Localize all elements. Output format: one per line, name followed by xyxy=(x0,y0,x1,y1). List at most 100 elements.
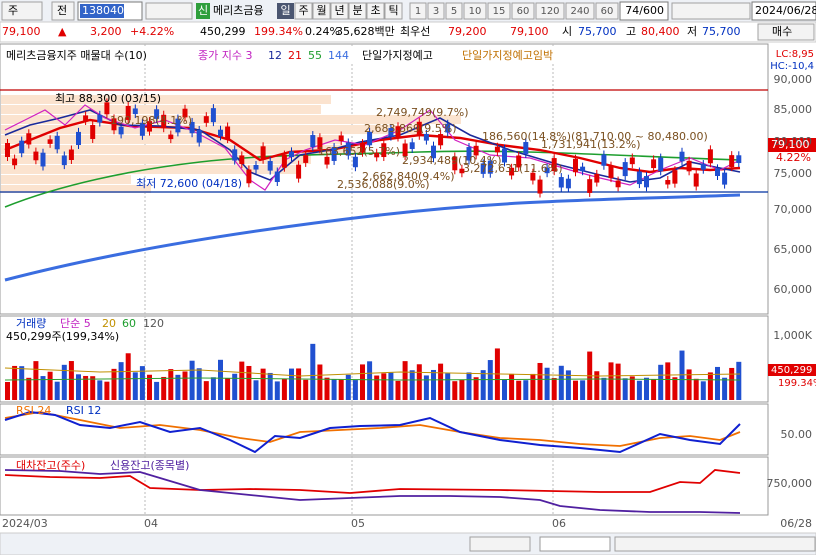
volume-bar xyxy=(700,381,706,400)
interval-label: 60 xyxy=(517,6,530,17)
quote-high: 80,400 xyxy=(641,25,680,38)
quote-amount: 35,628백만 xyxy=(336,25,395,38)
corner-lc: LC:8,95 xyxy=(776,49,814,60)
candle-body xyxy=(693,173,699,187)
interval-button[interactable] xyxy=(535,2,565,20)
candle-body xyxy=(5,143,10,157)
period-button[interactable] xyxy=(384,2,403,20)
vol-ma60 xyxy=(4,377,741,381)
rsi-legend: RSI 24 xyxy=(16,404,51,417)
scroll-icons[interactable] xyxy=(614,536,816,552)
market-label: 주 xyxy=(8,4,18,17)
quote-change: 3,200 xyxy=(90,25,122,38)
candle-body xyxy=(104,102,110,115)
volume-bar xyxy=(551,378,557,400)
period-label: 월 xyxy=(316,4,326,17)
candle-body xyxy=(253,165,259,170)
candle-body xyxy=(686,160,692,172)
price-legend: 단일가지정예고임박 xyxy=(462,48,553,62)
interval-button[interactable] xyxy=(409,2,427,20)
price-legend: 21 xyxy=(288,49,302,62)
loan-legend: 대차잔고(주수) xyxy=(16,459,85,472)
volume-bar xyxy=(438,363,444,400)
price-legend: 144 xyxy=(328,49,349,62)
candle-body xyxy=(672,170,678,184)
period-button[interactable] xyxy=(330,2,349,20)
interval-label: 10 xyxy=(469,6,482,17)
candle-body xyxy=(68,149,74,160)
volume-bar xyxy=(317,364,323,400)
period-label: 초 xyxy=(370,4,380,17)
interval-button[interactable] xyxy=(511,2,535,20)
candle-body xyxy=(409,142,415,149)
candle-body xyxy=(480,163,486,174)
tool-icons[interactable] xyxy=(145,2,193,20)
candle-body xyxy=(168,134,174,140)
volume-note: 450,299주(199,34%) xyxy=(6,330,119,343)
low-note: 최저 72,600 (04/18) xyxy=(136,177,242,190)
period-button[interactable] xyxy=(277,3,294,19)
volume-bar xyxy=(715,366,720,400)
profile-label: 2,934,489(10.4%) xyxy=(402,154,502,167)
period-button[interactable] xyxy=(366,2,385,20)
period-button[interactable] xyxy=(312,2,331,20)
volume-bar xyxy=(253,380,259,400)
volume-bar xyxy=(409,370,415,400)
date-box[interactable] xyxy=(751,1,816,21)
candle-body xyxy=(345,142,351,156)
volume-bar xyxy=(388,372,394,400)
volume-bar xyxy=(139,366,145,400)
quote-rate: +4.22% xyxy=(130,25,174,38)
date-label: 05 xyxy=(351,517,365,530)
volume-bar xyxy=(608,362,614,400)
interval-button[interactable] xyxy=(445,2,463,20)
volume-bar xyxy=(502,379,507,400)
last-volume-rate: 199.34% xyxy=(778,378,816,389)
candle-body xyxy=(601,154,607,166)
scrollbar[interactable] xyxy=(0,532,816,555)
candle-body xyxy=(260,146,266,160)
candle-body xyxy=(83,115,89,122)
last-price-tag xyxy=(768,138,816,152)
candle-body xyxy=(459,168,465,174)
corner-hc: HC:-10,4 xyxy=(770,61,814,72)
interval-button[interactable] xyxy=(463,2,487,20)
prev-button[interactable] xyxy=(51,1,75,21)
volume-bar xyxy=(523,380,529,400)
candle-body xyxy=(416,121,422,136)
volume-bar xyxy=(402,361,408,400)
count-box[interactable] xyxy=(619,1,669,21)
scroll-controls[interactable] xyxy=(469,536,531,552)
quote-volume-rate: 199.34% xyxy=(254,25,303,38)
interval-button[interactable] xyxy=(565,2,595,20)
candle-body xyxy=(331,147,337,161)
volume-bar xyxy=(480,370,486,400)
volume-bar xyxy=(573,380,578,400)
period-button[interactable] xyxy=(294,2,313,20)
order-button[interactable] xyxy=(757,23,815,41)
candle-body xyxy=(615,180,621,188)
candle-body xyxy=(47,139,53,144)
volume-bar xyxy=(175,374,181,400)
volume-bar xyxy=(345,374,351,400)
volume-bar xyxy=(289,368,294,400)
volume-bar xyxy=(601,377,607,400)
volume-bar xyxy=(232,373,238,400)
tool-icons-right[interactable] xyxy=(671,2,751,20)
volume-bar xyxy=(90,376,96,400)
candle-body xyxy=(445,123,451,133)
candle-body xyxy=(154,109,160,119)
volume-bar xyxy=(395,380,401,400)
date-label: 04 xyxy=(144,517,158,530)
candle-body xyxy=(232,149,238,161)
period-button[interactable] xyxy=(348,2,367,20)
interval-button[interactable] xyxy=(427,2,445,20)
market-select[interactable] xyxy=(1,1,43,21)
candle-body xyxy=(636,171,642,185)
volume-bar xyxy=(530,373,536,400)
interval-button[interactable] xyxy=(595,2,619,20)
interval-button[interactable] xyxy=(487,2,511,20)
zoom-slider[interactable] xyxy=(539,536,611,552)
interval-label: 240 xyxy=(570,6,589,17)
loan-panel xyxy=(0,456,769,516)
